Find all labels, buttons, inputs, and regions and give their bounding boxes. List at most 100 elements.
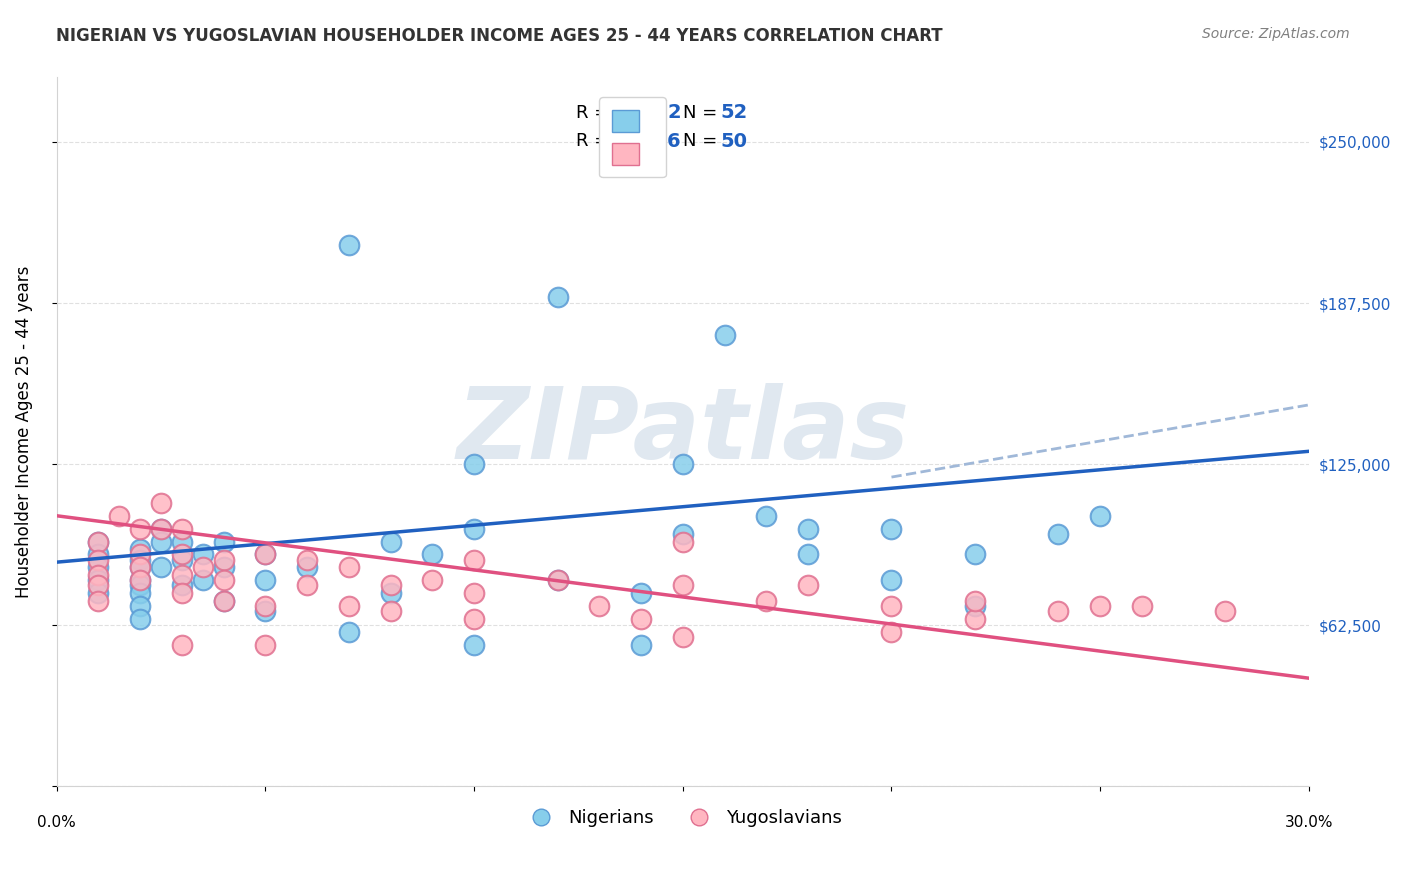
- Point: [755, 508, 778, 523]
- Point: [191, 573, 214, 587]
- Point: [420, 573, 443, 587]
- Point: [963, 599, 986, 613]
- Point: [149, 522, 172, 536]
- Point: [713, 328, 735, 343]
- Text: 50: 50: [720, 132, 748, 151]
- Point: [254, 548, 277, 562]
- Point: [212, 534, 235, 549]
- Text: N =: N =: [683, 103, 717, 122]
- Point: [337, 238, 360, 252]
- Point: [129, 552, 152, 566]
- Point: [463, 638, 485, 652]
- Text: 52: 52: [720, 103, 748, 122]
- Point: [212, 552, 235, 566]
- Point: [1047, 604, 1070, 618]
- Point: [337, 599, 360, 613]
- Point: [630, 638, 652, 652]
- Point: [295, 552, 318, 566]
- Point: [797, 548, 820, 562]
- Point: [87, 578, 110, 592]
- Point: [672, 534, 695, 549]
- Point: [149, 560, 172, 574]
- Point: [963, 612, 986, 626]
- Point: [1130, 599, 1153, 613]
- Point: [672, 526, 695, 541]
- Point: [129, 586, 152, 600]
- Point: [170, 638, 193, 652]
- Point: [129, 522, 152, 536]
- Point: [87, 548, 110, 562]
- Text: 0.252: 0.252: [620, 103, 682, 122]
- Point: [380, 534, 402, 549]
- Point: [380, 578, 402, 592]
- Point: [337, 624, 360, 639]
- Point: [108, 508, 131, 523]
- Point: [295, 578, 318, 592]
- Point: [337, 560, 360, 574]
- Point: [87, 534, 110, 549]
- Point: [129, 612, 152, 626]
- Text: N =: N =: [683, 132, 717, 150]
- Point: [880, 573, 903, 587]
- Point: [254, 548, 277, 562]
- Point: [254, 599, 277, 613]
- Point: [170, 548, 193, 562]
- Point: [797, 522, 820, 536]
- Point: [672, 630, 695, 644]
- Point: [129, 578, 152, 592]
- Point: [380, 586, 402, 600]
- Point: [630, 586, 652, 600]
- Point: [672, 578, 695, 592]
- Point: [672, 457, 695, 471]
- Point: [463, 586, 485, 600]
- Point: [295, 560, 318, 574]
- Text: R =: R =: [576, 132, 610, 150]
- Point: [129, 599, 152, 613]
- Point: [212, 573, 235, 587]
- Point: [1215, 604, 1237, 618]
- Point: [149, 534, 172, 549]
- Point: [129, 542, 152, 557]
- Point: [212, 594, 235, 608]
- Point: [254, 604, 277, 618]
- Text: ZIPatlas: ZIPatlas: [456, 384, 910, 481]
- Point: [755, 594, 778, 608]
- Point: [547, 290, 569, 304]
- Point: [1088, 508, 1111, 523]
- Point: [170, 578, 193, 592]
- Point: [87, 534, 110, 549]
- Point: [254, 573, 277, 587]
- Text: R =: R =: [576, 103, 610, 122]
- Point: [129, 573, 152, 587]
- Point: [191, 548, 214, 562]
- Point: [463, 457, 485, 471]
- Point: [547, 573, 569, 587]
- Point: [87, 568, 110, 582]
- Point: [191, 560, 214, 574]
- Point: [170, 534, 193, 549]
- Point: [380, 604, 402, 618]
- Point: [588, 599, 610, 613]
- Point: [880, 599, 903, 613]
- Point: [170, 552, 193, 566]
- Point: [797, 578, 820, 592]
- Text: NIGERIAN VS YUGOSLAVIAN HOUSEHOLDER INCOME AGES 25 - 44 YEARS CORRELATION CHART: NIGERIAN VS YUGOSLAVIAN HOUSEHOLDER INCO…: [56, 27, 943, 45]
- Y-axis label: Householder Income Ages 25 - 44 years: Householder Income Ages 25 - 44 years: [15, 266, 32, 599]
- Point: [420, 548, 443, 562]
- Point: [963, 594, 986, 608]
- Point: [630, 612, 652, 626]
- Point: [170, 586, 193, 600]
- Point: [880, 522, 903, 536]
- Point: [87, 560, 110, 574]
- Point: [129, 560, 152, 574]
- Point: [129, 560, 152, 574]
- Point: [212, 594, 235, 608]
- Point: [463, 522, 485, 536]
- Point: [463, 552, 485, 566]
- Point: [87, 594, 110, 608]
- Point: [963, 548, 986, 562]
- Point: [170, 568, 193, 582]
- Point: [463, 612, 485, 626]
- Point: [87, 552, 110, 566]
- Legend: Nigerians, Yugoslavians: Nigerians, Yugoslavians: [516, 802, 849, 834]
